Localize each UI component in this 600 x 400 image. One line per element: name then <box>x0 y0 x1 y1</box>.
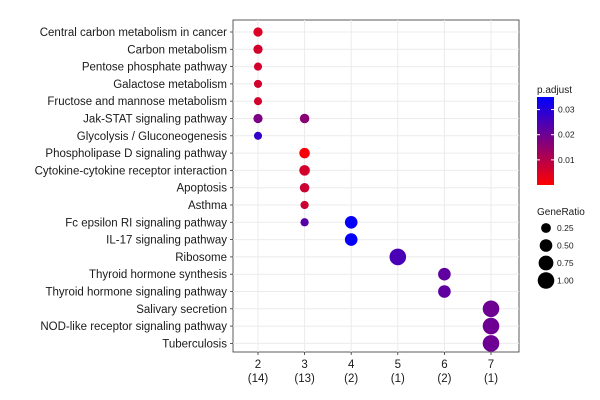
x-tick-label: 6 <box>441 359 447 371</box>
data-point <box>300 200 309 210</box>
plot-panel <box>232 19 520 353</box>
x-tick-sublabel: (2) <box>437 373 451 385</box>
y-tick-label: Thyroid hormone signaling pathway <box>45 287 227 299</box>
x-tick-label: 3 <box>301 359 307 371</box>
x-tick-sublabel: (14) <box>248 373 269 385</box>
size-legend-items: 0.25 0.50 0.75 1.00 <box>537 223 574 289</box>
size-legend-label: 0.75 <box>557 258 574 268</box>
y-tick-label: Central carbon metabolism in cancer <box>40 27 227 39</box>
data-point <box>299 147 310 159</box>
size-legend-dot <box>538 255 554 271</box>
y-tick-label: Salivary secretion <box>136 304 227 316</box>
size-legend-label: 0.50 <box>557 241 574 251</box>
y-tick-label: Phospholipase D signaling pathway <box>45 148 227 160</box>
x-tick-label: 7 <box>488 359 494 371</box>
data-point <box>253 131 263 140</box>
size-legend: GeneRatio 0.25 0.50 0.75 1.00 <box>537 207 585 289</box>
color-tick-label: 0.03 <box>558 105 575 115</box>
y-tick-label: NOD-like receptor signaling pathway <box>40 321 227 333</box>
data-point <box>344 215 358 229</box>
size-legend-title: GeneRatio <box>537 207 585 218</box>
color-legend-title: p.adjust <box>537 85 572 96</box>
y-tick-label: Fc epsilon RI signaling pathway <box>65 217 227 229</box>
x-tick-sublabel: (13) <box>294 373 315 385</box>
y-tick-label: Tuberculosis <box>162 338 227 350</box>
data-point <box>482 335 500 352</box>
color-tick-label: 0.01 <box>558 155 575 165</box>
y-tick-label: Glycolysis / Gluconeogenesis <box>77 131 227 143</box>
y-tick-label: Asthma <box>188 200 228 212</box>
x-tick-label: 2 <box>255 359 261 371</box>
x-tick-label: 5 <box>395 359 401 371</box>
data-point <box>344 233 358 246</box>
y-tick-label: Apoptosis <box>176 183 227 195</box>
size-legend-dot <box>539 239 553 252</box>
size-legend-dot <box>541 223 551 233</box>
x-tick-sublabel: (1) <box>391 373 405 385</box>
data-point <box>482 300 500 318</box>
y-tick-label: Ribosome <box>175 252 227 264</box>
data-point <box>299 113 310 124</box>
x-tick-label: 4 <box>348 359 355 371</box>
size-legend-label: 0.25 <box>557 223 574 233</box>
size-legend-dot <box>537 272 555 289</box>
y-tick-label: Pentose phosphate pathway <box>82 62 227 74</box>
y-tick-label: Jak-STAT signaling pathway <box>83 114 227 126</box>
y-axis: Central carbon metabolism in cancer Carbo… <box>35 27 233 350</box>
color-legend-ticks: 0.01 0.02 0.03 <box>537 105 575 165</box>
color-legend-bar <box>537 97 554 185</box>
data-point <box>253 79 263 88</box>
y-tick-label: Cytokine-cytokine receptor interaction <box>35 165 227 177</box>
data-point <box>253 62 263 71</box>
data-point <box>299 182 310 193</box>
data-points <box>253 27 500 352</box>
y-tick-label: Carbon metabolism <box>127 44 227 56</box>
data-point <box>438 267 451 281</box>
grid-lines <box>233 20 519 352</box>
color-tick-label: 0.02 <box>558 130 575 140</box>
x-axis: 2 (14) 3 (13) 4 (2) 5 (1) 6 (2) 7 (1) <box>248 352 498 385</box>
y-tick-label: Thyroid hormone synthesis <box>89 269 227 281</box>
x-tick-sublabel: (1) <box>484 373 498 385</box>
data-point <box>300 218 309 227</box>
y-tick-label: Fructose and mannose metabolism <box>47 96 227 108</box>
data-point <box>253 97 263 106</box>
data-point <box>299 165 310 176</box>
data-point <box>389 248 407 266</box>
data-point <box>253 27 263 37</box>
size-legend-label: 1.00 <box>557 276 574 286</box>
data-point <box>438 285 451 298</box>
data-point <box>482 317 500 335</box>
y-tick-label: IL-17 signaling pathway <box>106 235 227 247</box>
data-point <box>253 113 263 124</box>
color-legend: p.adjust 0.01 0.02 0.03 <box>537 85 575 185</box>
data-point <box>253 44 263 54</box>
y-tick-label: Galactose metabolism <box>113 79 227 91</box>
x-tick-sublabel: (2) <box>344 373 358 385</box>
